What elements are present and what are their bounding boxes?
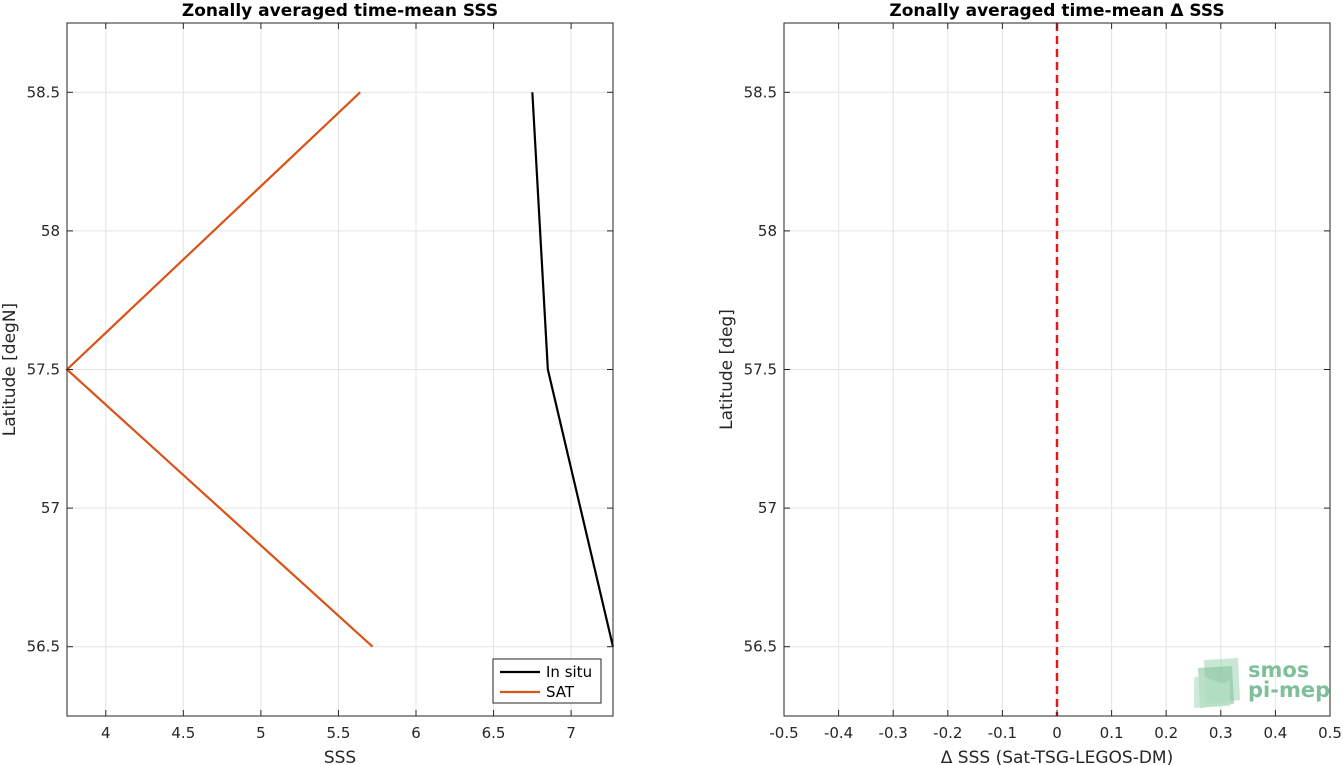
delta-sss-x-axis-label: Δ SSS (Sat-TSG-LEGOS-DM): [941, 748, 1173, 765]
legend-label: SAT: [546, 683, 575, 701]
legend-box: [492, 658, 602, 704]
series-line-in-situ: [531, 92, 615, 647]
logo-waves-icon: [1194, 658, 1240, 708]
logo-line2: pi-mep: [1248, 678, 1330, 702]
x-tick-label: 7: [566, 724, 576, 742]
x-tick-label: 5.5: [327, 724, 351, 742]
x-tick-label: -0.3: [879, 724, 908, 742]
x-tick-label: 0.5: [1318, 724, 1342, 742]
delta-sss-panel: -0.5 -0.4 -0.3 -0.2 -0.1 0 0.1 0.2 0.3 0.4 0.5 56.5…: [717, 1, 1342, 765]
y-tick-label: 57.5: [744, 361, 777, 379]
y-tick-label: 57: [41, 499, 60, 517]
x-tick-label: 0.1: [1100, 724, 1124, 742]
x-tick-label: 5: [256, 724, 266, 742]
x-tick-label: 6: [411, 724, 421, 742]
y-tick-label: 57.5: [27, 361, 60, 379]
y-tick-label: 58.5: [744, 83, 777, 101]
legend-label: In situ: [546, 663, 592, 681]
sss-grid: [67, 23, 613, 716]
y-tick-label: 56.5: [27, 638, 60, 656]
y-tick-label: 58: [41, 222, 60, 240]
logo-line1: smos: [1248, 658, 1309, 682]
x-tick-label: 4: [101, 724, 111, 742]
sss-y-axis-label: Latitude [degN]: [0, 303, 20, 436]
x-tick-label: -0.1: [988, 724, 1017, 742]
y-tick-label: 58.5: [27, 83, 60, 101]
sss-legend: In situ SAT: [492, 658, 602, 704]
x-tick-label: -0.5: [769, 724, 798, 742]
sss-x-axis-label: SSS: [324, 748, 356, 765]
x-tick-label: -0.4: [824, 724, 853, 742]
y-tick-label: 58: [758, 222, 777, 240]
x-tick-label: 4.5: [171, 724, 195, 742]
sss-chart-title: Zonally averaged time-mean SSS: [182, 1, 498, 21]
delta-sss-y-axis-label: Latitude [deg]: [717, 309, 737, 430]
sss-ticks: 4 4.5 5 5.5 6 6.5 7 56.5 57 57.5 58 58.5: [27, 23, 613, 742]
x-tick-label: 6.5: [482, 724, 506, 742]
x-tick-label: 0.2: [1154, 724, 1178, 742]
x-tick-label: 0.4: [1263, 724, 1287, 742]
x-tick-label: 0.3: [1209, 724, 1233, 742]
x-tick-label: 0: [1052, 724, 1062, 742]
delta-sss-ticks: -0.5 -0.4 -0.3 -0.2 -0.1 0 0.1 0.2 0.3 0.4 0.5 56.5…: [744, 23, 1342, 742]
y-tick-label: 56.5: [744, 638, 777, 656]
x-tick-label: -0.2: [933, 724, 962, 742]
sss-panel: 4 4.5 5 5.5 6 6.5 7 56.5 57 57.5 58 58.5 Zonally av…: [0, 1, 615, 765]
y-tick-label: 57: [758, 499, 777, 517]
smos-pi-mep-logo: smos pi-mep: [1194, 658, 1330, 708]
delta-sss-chart-title: Zonally averaged time-mean Δ SSS: [889, 1, 1224, 21]
